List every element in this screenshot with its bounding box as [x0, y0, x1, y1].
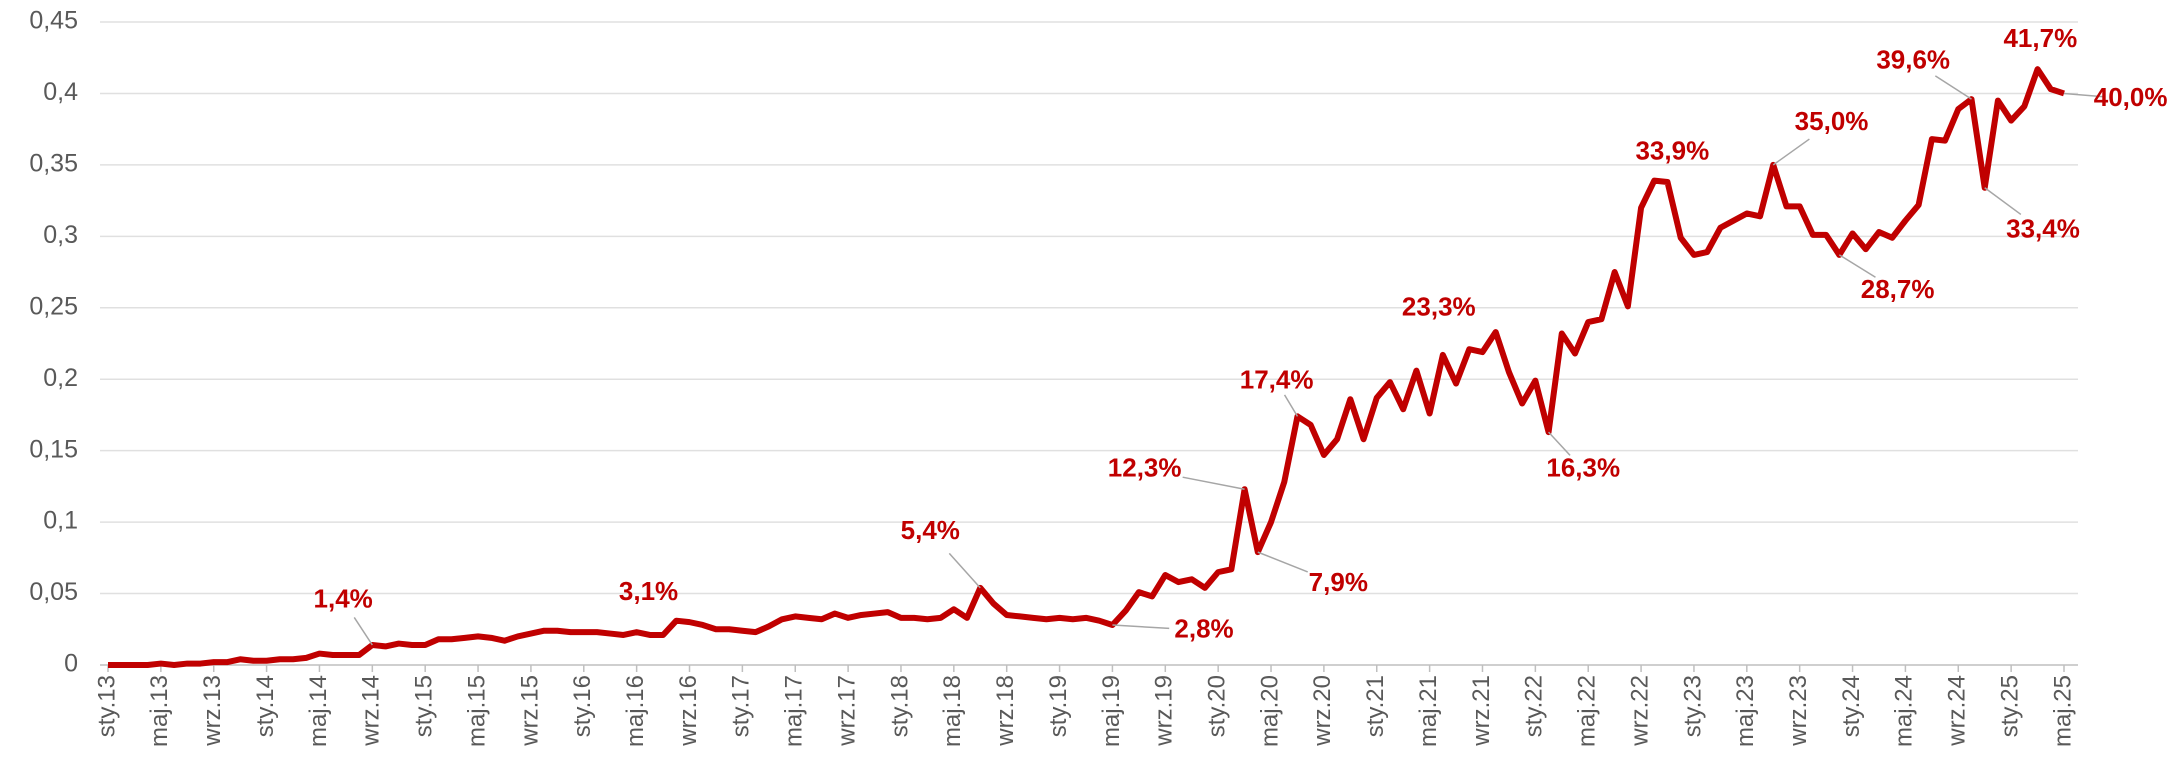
leader-line	[2063, 92, 2106, 98]
data-label: 39,6%	[1876, 45, 1950, 75]
x-tick-label: wrz.14	[358, 675, 385, 747]
leader-line	[1257, 551, 1308, 573]
data-label: 7,9%	[1309, 567, 1368, 597]
x-tick-label: sty.18	[886, 675, 913, 737]
data-label: 1,4%	[314, 583, 373, 613]
x-tick-label: sty.19	[1045, 675, 1072, 737]
leader-line	[1283, 394, 1299, 417]
x-tick-label: sty.21	[1362, 675, 1389, 737]
x-tick-label: sty.14	[252, 675, 279, 737]
x-tick-label: sty.13	[93, 675, 120, 737]
data-label: 5,4%	[901, 515, 960, 545]
y-tick-label: 0,3	[43, 221, 78, 249]
data-label: 16,3%	[1546, 452, 1620, 482]
x-tick-label: wrz.15	[516, 675, 543, 747]
leader-line	[353, 617, 373, 646]
leader-line	[948, 552, 981, 589]
x-tick-label: wrz.17	[833, 675, 860, 747]
x-tick-label: sty.17	[728, 675, 755, 737]
x-tick-label: wrz.20	[1309, 675, 1336, 747]
x-tick-label: maj.16	[622, 675, 649, 747]
x-tick-label: maj.21	[1415, 675, 1442, 747]
leader-line	[1182, 476, 1245, 490]
series-line	[108, 66, 2065, 668]
y-tick-label: 0,35	[29, 149, 78, 177]
x-tick-label: wrz.18	[992, 675, 1019, 747]
y-tick-label: 0,1	[43, 507, 78, 535]
x-tick-label: maj.25	[2049, 675, 2076, 747]
leader-line	[1934, 75, 1972, 100]
x-tick-label: maj.24	[1891, 675, 1918, 747]
x-tick-label: maj.20	[1256, 675, 1283, 747]
y-tick-label: 0,2	[43, 364, 78, 392]
data-label: 17,4%	[1240, 365, 1314, 395]
data-label: 2,8%	[1174, 613, 1233, 643]
y-tick-label: 0,25	[29, 292, 78, 320]
x-tick-label: maj.18	[939, 675, 966, 747]
x-tick-label: maj.14	[305, 675, 332, 747]
x-tick-label: sty.23	[1679, 675, 1706, 737]
y-tick-label: 0,05	[29, 578, 78, 606]
leader-line	[1772, 138, 1810, 166]
leader-line	[1112, 624, 1170, 630]
y-tick-label: 0,4	[43, 78, 78, 106]
x-tick-label: wrz.13	[199, 675, 226, 747]
data-label: 3,1%	[619, 576, 678, 606]
x-tick-label: maj.19	[1098, 675, 1125, 747]
data-label: 23,3%	[1402, 291, 1476, 321]
leader-line	[1838, 254, 1876, 278]
data-label: 35,0%	[1795, 106, 1869, 136]
x-tick-label: maj.15	[463, 675, 490, 747]
x-tick-label: sty.20	[1204, 675, 1231, 737]
x-tick-label: maj.13	[146, 675, 173, 747]
data-label: 33,4%	[2006, 214, 2080, 244]
x-tick-label: wrz.21	[1468, 675, 1495, 747]
x-tick-label: sty.16	[569, 675, 596, 737]
x-tick-label: sty.22	[1521, 675, 1548, 737]
x-tick-label: wrz.22	[1626, 675, 1653, 747]
x-tick-label: wrz.19	[1151, 675, 1178, 747]
x-tick-label: maj.22	[1574, 675, 1601, 747]
x-tick-label: sty.24	[1838, 675, 1865, 737]
x-tick-label: wrz.16	[675, 675, 702, 747]
leader-line	[1984, 187, 2022, 216]
y-tick-label: 0	[64, 650, 78, 678]
x-tick-label: wrz.23	[1785, 675, 1812, 747]
data-label: 33,9%	[1635, 136, 1709, 166]
y-tick-label: 0,45	[29, 7, 78, 35]
data-label: 28,7%	[1861, 274, 1935, 304]
leader-line	[1548, 431, 1571, 456]
x-tick-label: sty.25	[1996, 675, 2023, 737]
y-tick-label: 0,15	[29, 435, 78, 463]
x-tick-label: wrz.24	[1944, 675, 1971, 747]
data-label: 41,7%	[2003, 23, 2077, 53]
x-tick-label: sty.15	[411, 675, 438, 737]
data-label: 40,0%	[2094, 82, 2168, 112]
data-label: 12,3%	[1108, 453, 1182, 483]
x-tick-label: maj.17	[781, 675, 808, 747]
x-tick-label: maj.23	[1732, 675, 1759, 747]
